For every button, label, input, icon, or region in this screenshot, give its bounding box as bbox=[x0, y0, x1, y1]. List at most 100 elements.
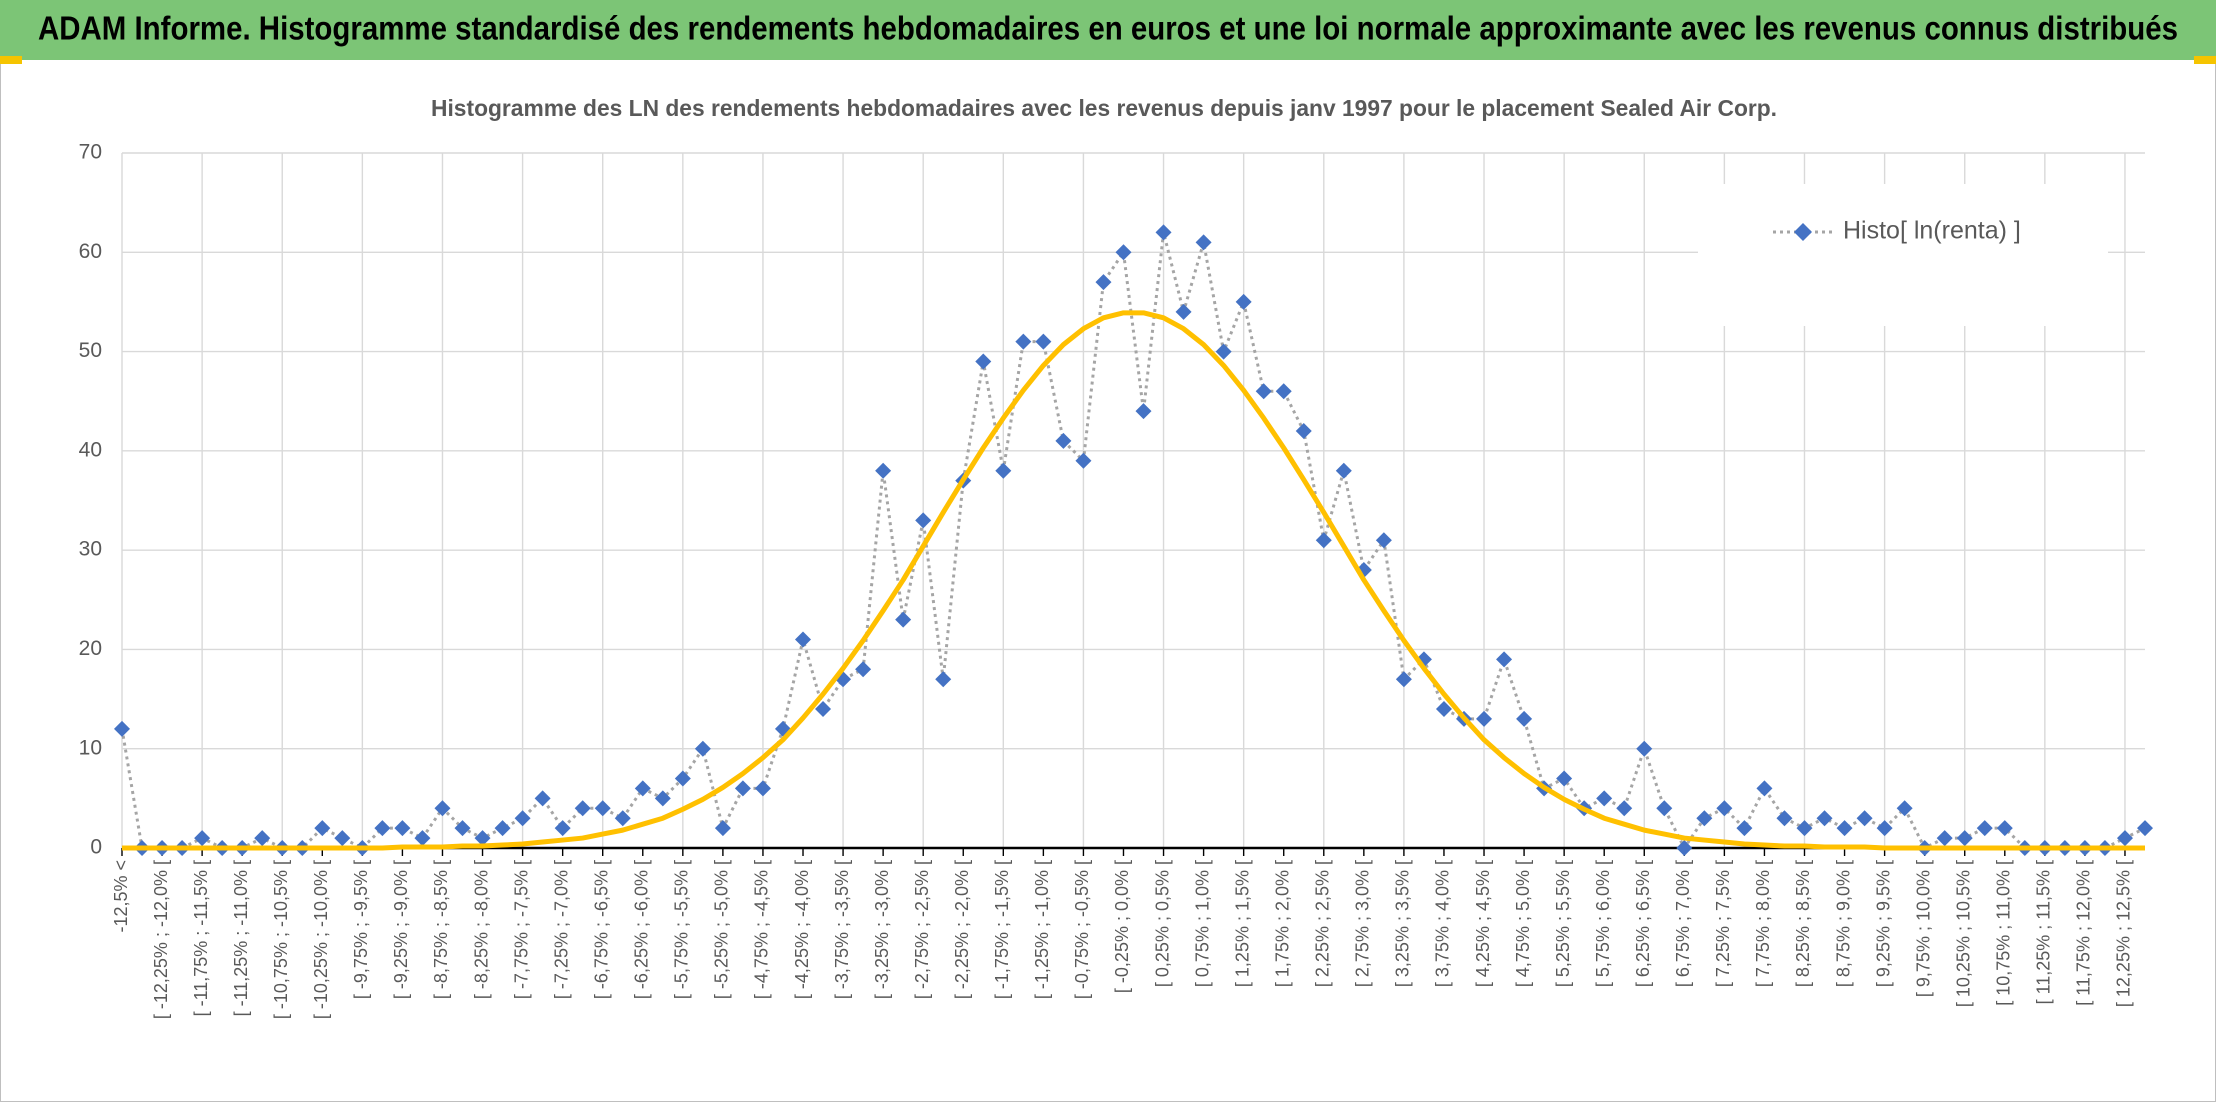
x-tick-label: [ 2,75% ; 3,0% [ bbox=[1353, 860, 1373, 987]
x-tick-label: [ 7,25% ; 7,5% [ bbox=[1713, 860, 1733, 987]
data-point bbox=[334, 830, 351, 847]
data-point bbox=[975, 353, 992, 370]
data-point bbox=[1476, 710, 1493, 727]
legend-label: Histo[ ln(renta) ] bbox=[1843, 217, 2021, 245]
data-point bbox=[1315, 532, 1332, 549]
y-tick-label: 50 bbox=[79, 339, 102, 362]
data-point bbox=[895, 611, 912, 628]
x-tick-label: [ 6,25% ; 6,5% [ bbox=[1633, 860, 1653, 987]
x-tick-label: [ -1,25% ; -1,0% [ bbox=[1032, 860, 1052, 999]
x-tick-label: [ 3,25% ; 3,5% [ bbox=[1393, 860, 1413, 987]
data-point bbox=[1055, 432, 1072, 449]
corner-accent bbox=[2194, 56, 2216, 64]
data-point bbox=[454, 820, 471, 837]
x-tick-label: [ -8,25% ; -8,0% [ bbox=[471, 860, 491, 999]
header-title: ADAM Informe. Histogramme standardisé de… bbox=[38, 10, 2178, 47]
data-point bbox=[534, 790, 551, 807]
data-point bbox=[995, 462, 1012, 479]
x-tick-label: [ 10,25% ; 10,5% [ bbox=[1953, 860, 1973, 1007]
data-point bbox=[855, 661, 872, 678]
x-tick-label: [ 11,75% ; 12,0% [ bbox=[2074, 860, 2094, 1006]
data-point bbox=[414, 830, 431, 847]
data-point bbox=[374, 820, 391, 837]
x-tick-label: [ 8,25% ; 8,5% [ bbox=[1793, 860, 1813, 987]
data-point bbox=[1295, 423, 1312, 439]
x-tick-label: [ -9,75% ; -9,5% [ bbox=[351, 860, 371, 999]
data-point bbox=[1696, 810, 1713, 827]
data-point bbox=[1636, 740, 1653, 757]
data-point bbox=[1115, 244, 1132, 261]
x-tick-label: [ -5,75% ; -5,5% [ bbox=[672, 860, 692, 999]
x-tick-label: [ -9,25% ; -9,0% [ bbox=[391, 860, 411, 999]
data-point bbox=[1395, 671, 1412, 688]
x-tick-label: [ -6,75% ; -6,5% [ bbox=[591, 860, 611, 999]
x-tick-label: [ -7,25% ; -7,0% [ bbox=[551, 860, 571, 999]
x-tick-label: [ 4,25% ; 4,5% [ bbox=[1473, 860, 1493, 987]
data-point bbox=[1936, 830, 1953, 847]
x-tick-label: [ 4,75% ; 5,0% [ bbox=[1513, 860, 1533, 987]
data-point bbox=[194, 830, 211, 847]
data-point bbox=[1956, 830, 1973, 847]
x-tick-label: [ -10,25% ; -10,0% [ bbox=[311, 860, 331, 1019]
x-tick-label: [ 5,75% ; 6,0% [ bbox=[1593, 860, 1613, 987]
x-tick-label: [ -3,75% ; -3,5% [ bbox=[832, 860, 852, 999]
y-tick-label: 0 bbox=[90, 836, 102, 859]
x-tick-label: [ 9,25% ; 9,5% [ bbox=[1873, 860, 1893, 987]
y-tick-label: 40 bbox=[79, 438, 102, 461]
legend: Histo[ ln(renta) ] bbox=[1698, 184, 2108, 326]
data-point bbox=[795, 631, 812, 648]
data-point bbox=[1255, 383, 1272, 400]
legend-marker bbox=[1794, 223, 1812, 241]
data-point bbox=[1556, 770, 1573, 787]
data-point bbox=[1796, 820, 1813, 837]
data-point bbox=[114, 720, 130, 737]
x-tick-label: [ -10,75% ; -10,5% [ bbox=[271, 860, 291, 1019]
x-tick-label: [ -0,75% ; -0,5% [ bbox=[1072, 860, 1092, 999]
data-point bbox=[1876, 820, 1893, 837]
data-point bbox=[1776, 810, 1793, 827]
data-point bbox=[935, 671, 952, 688]
data-point bbox=[1596, 790, 1613, 807]
data-point bbox=[1195, 234, 1212, 251]
data-point bbox=[494, 820, 511, 837]
data-point bbox=[254, 830, 271, 847]
x-tick-label: -12,5% < bbox=[111, 860, 131, 933]
x-tick-label: [ -12,25% ; -12,0% [ bbox=[151, 860, 171, 1019]
x-tick-label: [ -7,75% ; -7,5% [ bbox=[511, 860, 531, 999]
data-point bbox=[1496, 651, 1513, 668]
x-tick-label: [ -11,75% ; -11,5% [ bbox=[191, 860, 211, 1016]
data-point bbox=[574, 800, 591, 817]
chart-title: Histogramme des LN des rendements hebdom… bbox=[431, 95, 1777, 121]
data-point bbox=[714, 820, 731, 837]
x-tick-label: [ -4,75% ; -4,5% [ bbox=[752, 860, 772, 999]
x-tick-label: [ -4,25% ; -4,0% [ bbox=[792, 860, 812, 999]
x-tick-label: [ 7,75% ; 8,0% [ bbox=[1753, 860, 1773, 987]
data-point bbox=[694, 740, 711, 757]
data-point bbox=[314, 820, 331, 837]
data-point bbox=[734, 780, 751, 797]
data-point bbox=[514, 810, 531, 827]
x-tick-label: [ 3,75% ; 4,0% [ bbox=[1433, 860, 1453, 987]
data-point bbox=[1736, 820, 1753, 837]
x-tick-label: [ 11,25% ; 11,5% [ bbox=[2034, 860, 2054, 1004]
data-point bbox=[1756, 780, 1773, 797]
data-point bbox=[1375, 532, 1392, 549]
x-tick-label: [ 5,25% ; 5,5% [ bbox=[1553, 860, 1573, 987]
data-point bbox=[1175, 303, 1192, 320]
data-point bbox=[474, 830, 491, 847]
data-point bbox=[1836, 820, 1853, 837]
corner-accent bbox=[0, 56, 22, 64]
series-line bbox=[120, 230, 2146, 850]
data-point bbox=[1656, 800, 1673, 817]
y-tick-label: 70 bbox=[79, 141, 102, 164]
x-tick-label: [ -2,75% ; -2,5% [ bbox=[912, 860, 932, 999]
x-tick-label: [ 8,75% ; 9,0% [ bbox=[1833, 860, 1853, 987]
data-point bbox=[1235, 293, 1252, 310]
x-tick-label: [ 1,25% ; 1,5% [ bbox=[1232, 860, 1252, 987]
legend-box bbox=[1698, 184, 2108, 326]
y-tick-label: 20 bbox=[79, 637, 102, 660]
x-tick-label: [ 9,75% ; 10,0% [ bbox=[1913, 860, 1933, 997]
y-tick-label: 60 bbox=[79, 240, 102, 263]
data-point bbox=[1896, 800, 1913, 817]
data-point bbox=[915, 512, 932, 529]
